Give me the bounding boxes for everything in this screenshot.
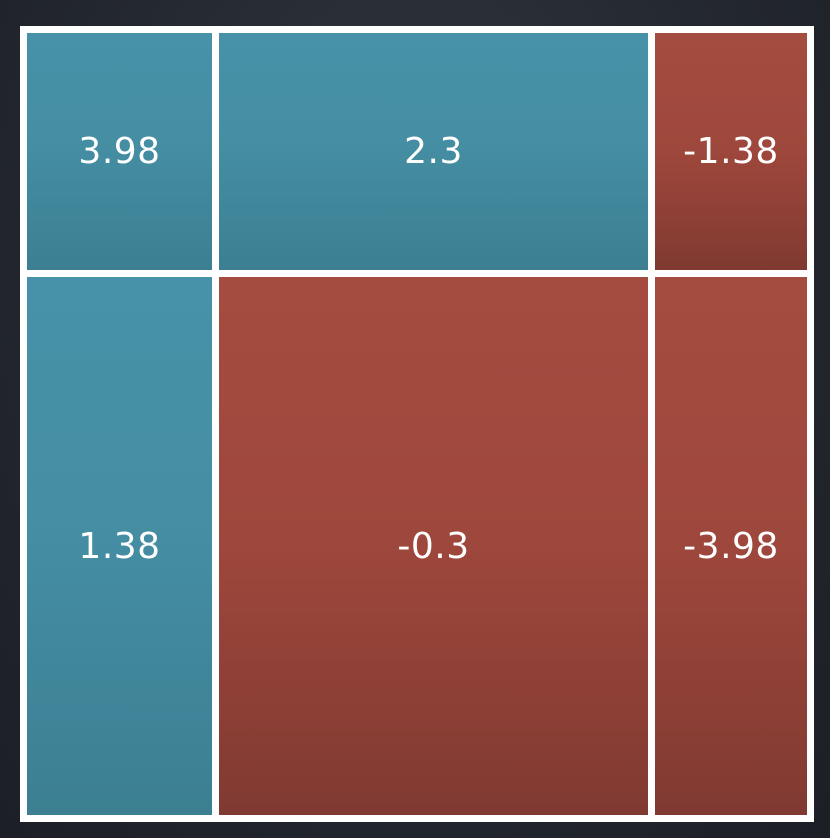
cell-value: 3.98 — [78, 131, 161, 172]
cell-value: 2.3 — [404, 131, 463, 172]
cell-r2-c2: -0.3 — [219, 277, 648, 815]
cell-value: -1.38 — [683, 131, 779, 172]
cell-r1-c3: -1.38 — [655, 33, 807, 270]
cell-r2-c1: 1.38 — [27, 277, 212, 815]
cell-value: 1.38 — [78, 525, 161, 567]
cell-r1-c2: 2.3 — [219, 33, 648, 270]
cell-r1-c1: 3.98 — [27, 33, 212, 270]
value-grid: 3.98 2.3 -1.38 1.38 -0.3 -3.98 — [20, 26, 814, 822]
cell-value: -3.98 — [683, 525, 779, 567]
cell-value: -0.3 — [397, 525, 470, 567]
cell-r2-c3: -3.98 — [655, 277, 807, 815]
